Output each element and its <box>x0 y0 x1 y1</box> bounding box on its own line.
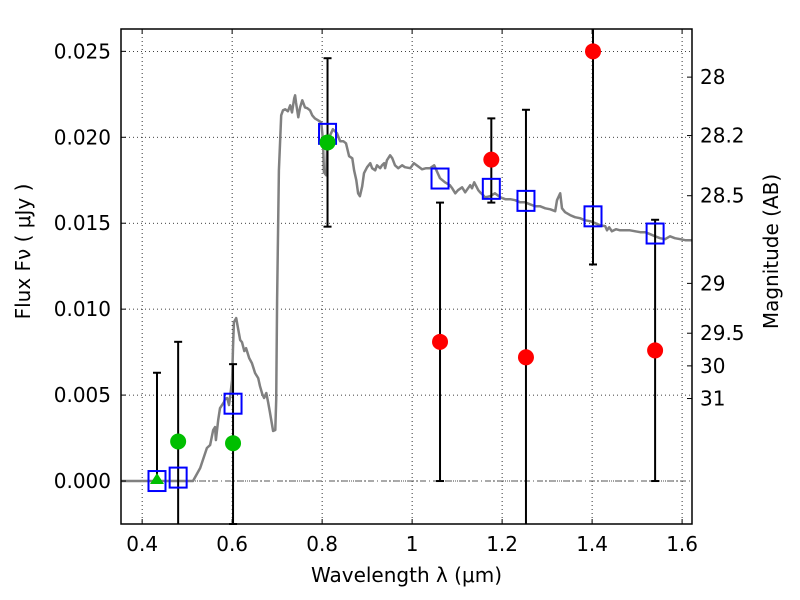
right-tick-label: 29 <box>700 271 725 295</box>
right-tick-label: 30 <box>700 354 725 378</box>
model-photometry-square <box>168 466 188 489</box>
x-tick-label: 1 <box>406 532 419 556</box>
red-detections-marker <box>585 43 602 60</box>
right-tick-label: 29.5 <box>700 321 745 345</box>
x-tick-label: 1.2 <box>486 532 518 556</box>
y-axis-label: Flux Fν ( μJy ) <box>11 184 35 320</box>
x-tick-label: 0.4 <box>126 532 158 556</box>
y-tick-label: 0.010 <box>54 297 111 321</box>
x-tick-label: 0.6 <box>216 532 248 556</box>
x-tick-label: 1.4 <box>576 532 608 556</box>
x-axis-label: Wavelength λ (μm) <box>311 563 502 587</box>
y-tick-label: 0.005 <box>54 383 111 407</box>
green-detections-marker <box>319 134 336 151</box>
plot-area <box>121 29 692 525</box>
y-tick-label: 0.000 <box>54 469 111 493</box>
model-photometry-square <box>147 470 167 493</box>
x-tick-label: 0.8 <box>306 532 338 556</box>
red-detections-marker <box>483 151 500 168</box>
red-detections-marker <box>647 342 664 359</box>
green-detections-triangle-marker <box>149 473 164 485</box>
right-tick-label: 28 <box>700 65 725 89</box>
y-tick-label: 0.020 <box>54 125 111 149</box>
right-tick-label: 31 <box>700 387 725 411</box>
red-detections-marker <box>517 349 534 366</box>
model-photometry-square <box>516 189 536 212</box>
model-sed-line <box>121 94 692 483</box>
right-tick-label: 28.2 <box>700 124 745 148</box>
green-detections-marker <box>170 433 187 450</box>
red-detections-marker <box>432 333 449 350</box>
y-tick-label: 0.025 <box>54 39 111 63</box>
model-photometry-square <box>583 205 603 228</box>
y-axis-right-label: Magnitude (AB) <box>759 174 783 329</box>
ticks: 0.4 0.6 0.8 1 1.2 1.4 1.6 0.000 0.005 0.010 0.015 0… <box>54 29 745 556</box>
green-detections-marker <box>225 435 242 452</box>
y-tick-label: 0.015 <box>54 211 111 235</box>
model-photometry-square <box>430 167 450 190</box>
right-tick-label: 28.5 <box>700 184 745 208</box>
model-photometry-square <box>223 392 243 415</box>
model-photometry-square <box>481 177 501 200</box>
axes-frame <box>120 28 693 525</box>
x-tick-label: 1.6 <box>666 532 698 556</box>
model-photometry-square <box>645 222 665 245</box>
